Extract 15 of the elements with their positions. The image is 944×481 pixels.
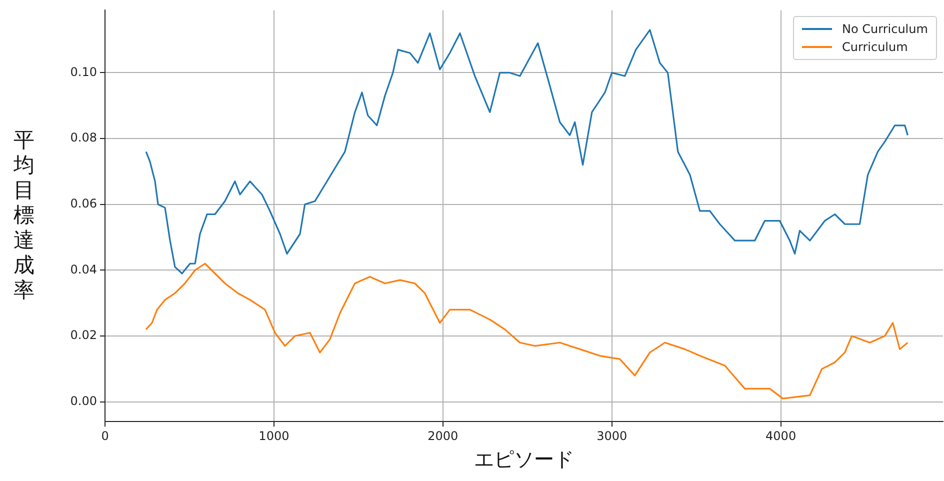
y-tick-label: 0.00 — [70, 394, 97, 408]
legend-label: No Curriculum — [842, 22, 928, 36]
y-tick-label: 0.06 — [70, 196, 97, 211]
y-tick-label: 0.08 — [70, 130, 97, 145]
x-tick-label: 0 — [101, 428, 109, 443]
y-tick-label: 0.10 — [70, 64, 97, 79]
x-tick-label: 4000 — [766, 428, 796, 443]
x-axis-title: エピソード — [474, 447, 574, 472]
x-tick-label: 3000 — [596, 428, 628, 443]
x-tick-label: 1000 — [258, 428, 290, 443]
legend-label: Curriculum — [842, 40, 908, 54]
y-tick-label: 0.04 — [70, 262, 97, 276]
x-tick-label: 2000 — [428, 428, 458, 443]
y-tick-label: 0.02 — [70, 328, 97, 342]
y-axis-title: 平均目標達成率 — [12, 128, 36, 303]
